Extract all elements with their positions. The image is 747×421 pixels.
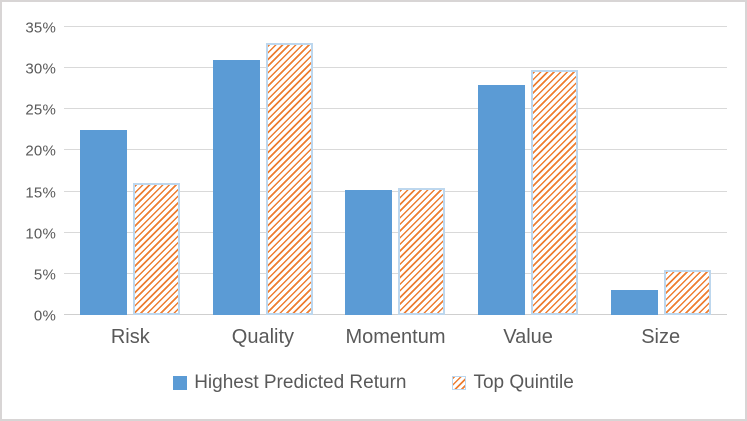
- y-axis-tick-label: 15%: [25, 184, 56, 202]
- bar-group-momentum: [329, 27, 462, 315]
- legend-item-top-quintile: Top Quintile: [452, 372, 574, 394]
- y-axis-tick-label: 5%: [33, 266, 56, 284]
- bar-top-quintile-risk: [133, 183, 181, 315]
- gridline-20%: [64, 149, 727, 151]
- x-axis-category-label-risk: Risk: [110, 326, 150, 348]
- plot-area: 0% 5% 10% 15% 20% 25% 30% 35%: [25, 20, 727, 325]
- y-axis-tick-label: 10%: [25, 225, 56, 243]
- y-axis-tick-label: 20%: [25, 142, 56, 160]
- gridline-30%: [64, 67, 727, 69]
- legend-swatch-hatch-icon: [452, 376, 467, 390]
- gridline-10%: [64, 231, 727, 233]
- bar-top-quintile-size: [663, 269, 711, 315]
- bar-group-size: [594, 27, 727, 315]
- y-axis-tick-label: 30%: [25, 60, 56, 78]
- legend-swatch-solid-icon: [173, 376, 188, 390]
- gridline-5%: [64, 272, 727, 274]
- gridline-25%: [64, 108, 727, 110]
- x-axis-category-label-quality: Quality: [231, 326, 295, 348]
- x-axis-category-label-size: Size: [641, 326, 681, 348]
- legend-label: Top Quintile: [473, 372, 574, 393]
- bar-group-value: [462, 27, 595, 315]
- bar-highest-predicted-return-momentum: [345, 189, 393, 315]
- bar-highest-predicted-return-risk: [80, 129, 128, 315]
- gridline-35%: [64, 26, 727, 27]
- y-axis-tick-label: 0%: [33, 307, 56, 325]
- bar-top-quintile-quality: [265, 43, 313, 315]
- bars-layer: [64, 27, 727, 315]
- bar-highest-predicted-return-quality: [212, 59, 260, 315]
- bar-group-quality: [197, 27, 330, 315]
- bar-highest-predicted-return-value: [478, 84, 526, 315]
- y-axis-tick-label: 25%: [25, 101, 56, 119]
- bar-top-quintile-value: [531, 69, 579, 315]
- x-axis-category-labels: Risk Quality Momentum Value Size: [64, 326, 727, 349]
- legend: Highest Predicted Return Top Quintile: [2, 372, 745, 394]
- legend-label: Highest Predicted Return: [194, 372, 407, 393]
- gridline-0%: [64, 314, 727, 315]
- bar-top-quintile-momentum: [398, 188, 446, 315]
- x-axis-category-label-value: Value: [503, 326, 553, 348]
- bar-group-risk: [64, 27, 197, 315]
- x-axis-category-label-momentum: Momentum: [345, 326, 446, 348]
- y-axis-tick-label: 35%: [25, 19, 56, 37]
- gridline-15%: [64, 190, 727, 192]
- bar-highest-predicted-return-size: [610, 290, 658, 315]
- legend-item-highest-predicted-return: Highest Predicted Return: [173, 372, 406, 394]
